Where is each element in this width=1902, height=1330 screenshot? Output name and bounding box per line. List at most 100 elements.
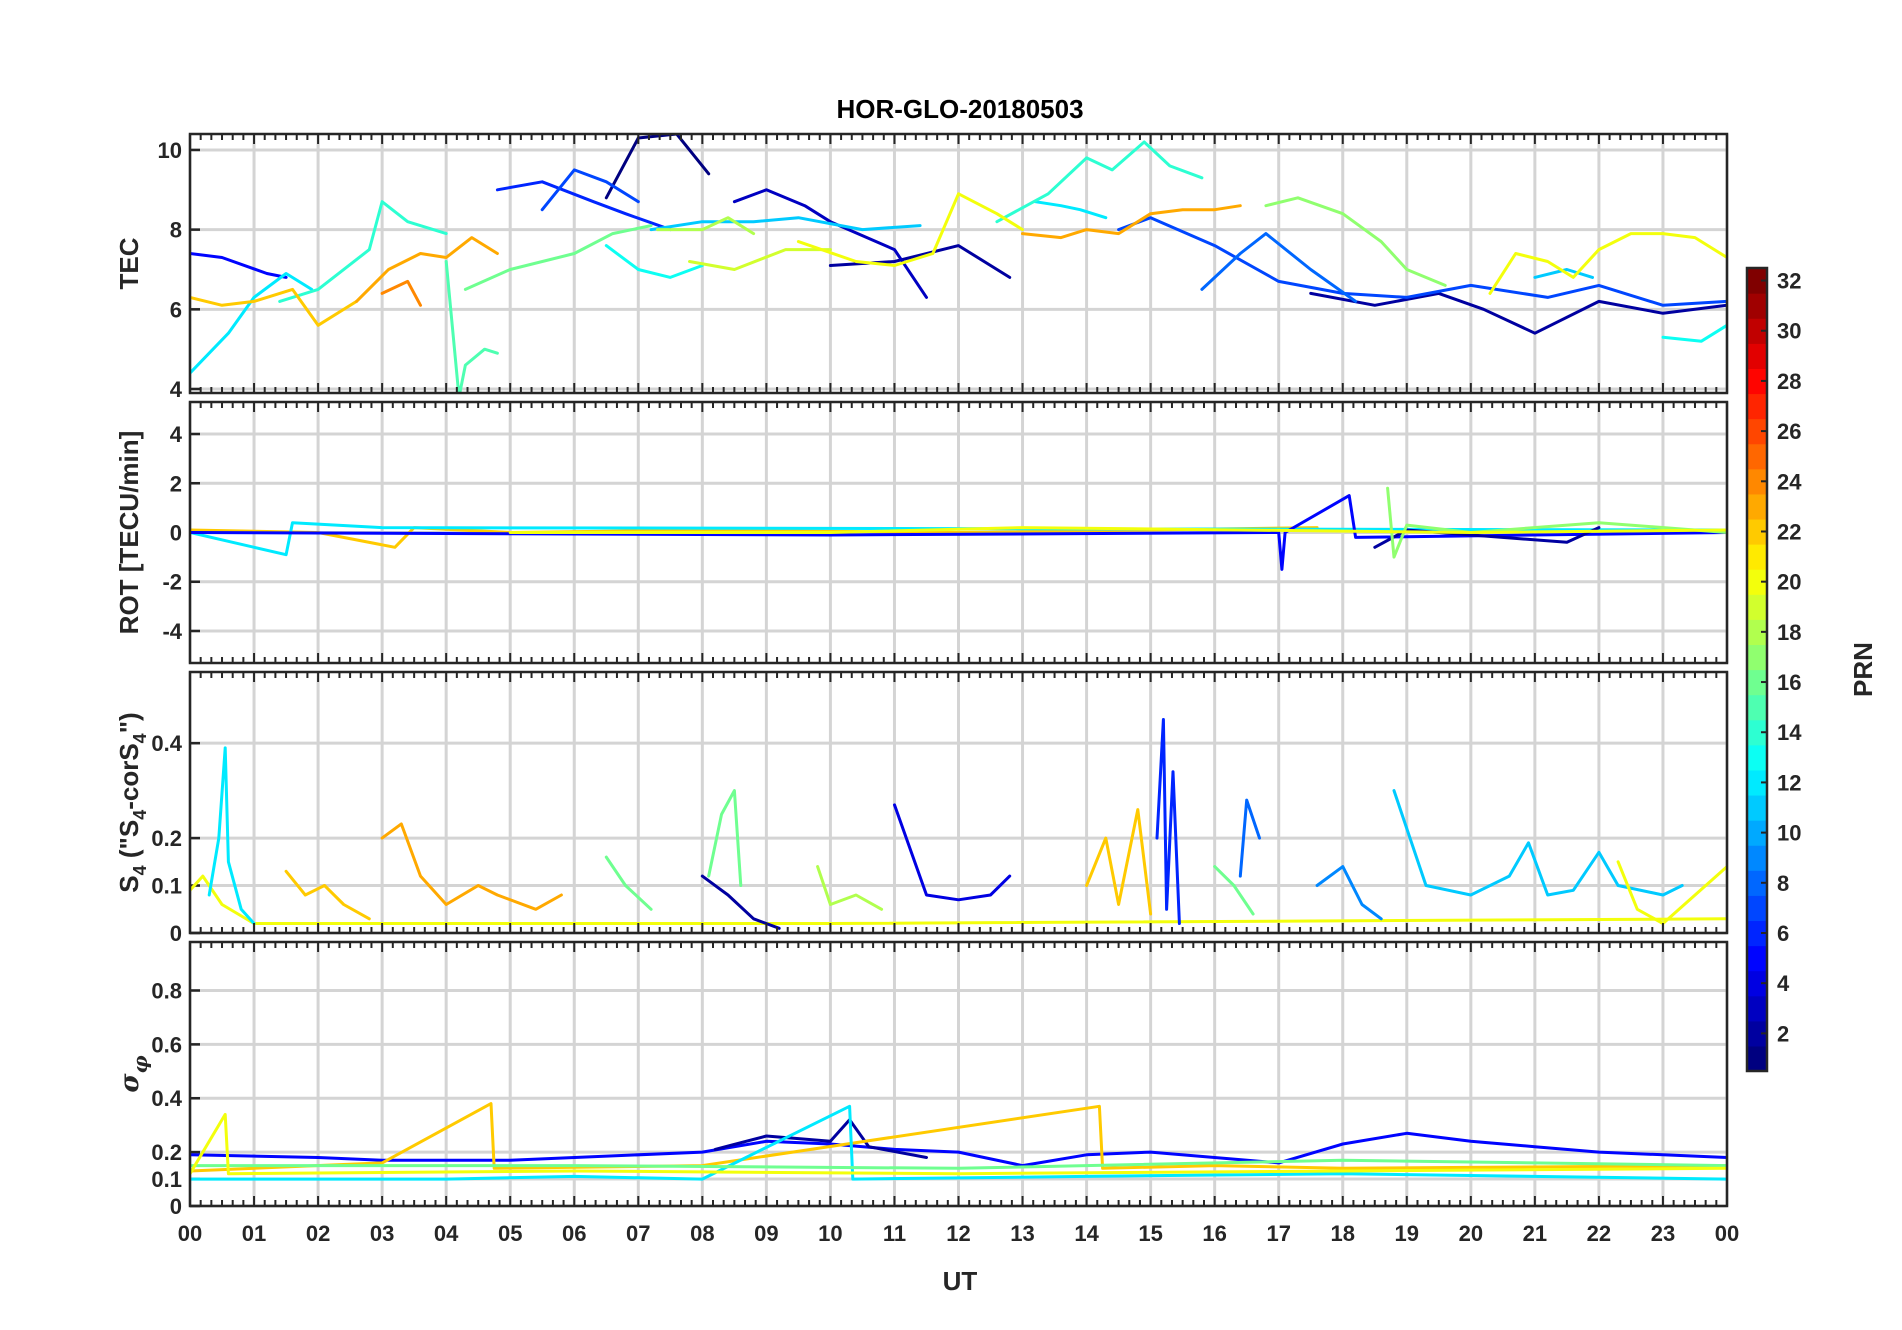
colorbar-swatch xyxy=(1747,820,1767,846)
tec-trace-prn-7 xyxy=(1117,216,1727,307)
colorbar-swatch xyxy=(1747,393,1767,420)
s4-trace-prn-22 xyxy=(284,869,371,921)
x-tick-label: 00 xyxy=(178,1221,202,1246)
s4-trace-prn-16 xyxy=(707,789,743,887)
colorbar-tick-label: 18 xyxy=(1777,620,1801,645)
s4-ytick-label: 0.2 xyxy=(151,826,182,851)
tec-ytick-label: 6 xyxy=(170,297,182,322)
colorbar-frame xyxy=(1745,266,1769,1073)
colorbar-swatch xyxy=(1747,544,1767,570)
tec-trace-prn-2 xyxy=(1309,291,1727,335)
tec-trace-prn-5 xyxy=(190,252,288,279)
rot-trace-prn-12 xyxy=(190,521,1727,557)
x-tick-label: 12 xyxy=(946,1221,970,1246)
x-tick-label: 18 xyxy=(1331,1221,1355,1246)
colorbar-tick-label: 12 xyxy=(1777,770,1801,795)
colorbar-swatch xyxy=(1747,794,1767,821)
tec-trace-prn-16 xyxy=(463,224,653,291)
sigma-trace-prn-2 xyxy=(713,1118,928,1159)
x-tick-label: 22 xyxy=(1587,1221,1611,1246)
sigma-trace-prn-22 xyxy=(190,1102,1727,1173)
rot-trace-prn-22 xyxy=(190,526,1319,549)
x-tick-label: 04 xyxy=(434,1221,459,1246)
colorbar-swatch xyxy=(1747,569,1767,595)
tec-ytick-label: 4 xyxy=(170,377,183,402)
tec-traces xyxy=(190,134,1727,393)
rot-frame xyxy=(188,400,1729,665)
tec-trace-prn-19 xyxy=(688,248,832,271)
x-tick-label: 16 xyxy=(1202,1221,1226,1246)
rot-traces xyxy=(190,486,1727,571)
tec-frame xyxy=(188,132,1729,395)
colorbar-tick-label: 10 xyxy=(1777,821,1801,846)
sigma-frame xyxy=(188,940,1729,1208)
colorbar-tick-label: 26 xyxy=(1777,419,1801,444)
sigma-trace-prn-20 xyxy=(190,1112,1727,1176)
tec-trace-prn-23 xyxy=(1021,204,1242,240)
x-tick-label: 09 xyxy=(754,1221,778,1246)
colorbar-swatch xyxy=(1747,895,1767,922)
colorbar-swatch xyxy=(1747,318,1767,344)
colorbar-swatch xyxy=(1747,945,1767,972)
x-tick-label: 17 xyxy=(1266,1221,1290,1246)
tec-trace-prn-13 xyxy=(604,244,704,279)
tec-ytick-label: 8 xyxy=(170,218,182,243)
colorbar-swatch xyxy=(1747,995,1767,1022)
panel-tec: 4 6 8 10 TEC xyxy=(114,132,1729,402)
x-tick-label: 20 xyxy=(1459,1221,1483,1246)
s4-ytick-label: 0.1 xyxy=(151,874,182,899)
sigma-ytick-label: 0.4 xyxy=(151,1086,182,1111)
tec-trace-prn-3 xyxy=(732,188,928,299)
s4-trace-prn-4 xyxy=(893,803,1012,902)
colorbar-tick-label: 2 xyxy=(1777,1021,1789,1046)
colorbar-swatch xyxy=(1747,368,1767,395)
colorbar-tick-label: 28 xyxy=(1777,369,1801,394)
x-tick-label: 21 xyxy=(1523,1221,1547,1246)
s4-y-axis-label: S4 ("S4-corS4") xyxy=(114,712,150,892)
tec-trace-prn-11 xyxy=(649,216,922,232)
colorbar-swatch xyxy=(1747,594,1767,620)
tec-trace-prn-14 xyxy=(278,200,448,303)
colorbar-tick-label: 20 xyxy=(1777,570,1801,595)
s4-trace-prn-11 xyxy=(1392,789,1684,897)
colorbar-tick-label: 24 xyxy=(1777,469,1802,494)
tec-trace-prn-1 xyxy=(604,134,711,200)
tec-trace-prn-22 xyxy=(190,287,358,327)
tec-trace-prn-20 xyxy=(1488,232,1727,295)
colorbar-swatch xyxy=(1747,870,1767,896)
x-tick-label: 10 xyxy=(818,1221,842,1246)
sigma-ytick-label: 0.2 xyxy=(151,1140,182,1165)
colorbar-swatch xyxy=(1747,744,1767,771)
colorbar-swatch xyxy=(1747,644,1767,671)
s4-traces xyxy=(190,718,1727,930)
panel-s4: 0 0.1 0.2 0.4S4 ("S4-corS4") xyxy=(114,670,1729,946)
s4-ytick-label: 0 xyxy=(170,921,182,946)
chart-title: HOR-GLO-20180503 xyxy=(836,94,1083,124)
colorbar-tick-label: 4 xyxy=(1777,971,1790,996)
colorbar-tick-label: 8 xyxy=(1777,871,1789,896)
tec-ytick-label: 10 xyxy=(158,138,182,163)
sigma-ytick-label: 0 xyxy=(170,1194,182,1219)
s4-trace-prn-20 xyxy=(1616,860,1727,925)
colorbar-tick-label: 30 xyxy=(1777,319,1801,344)
rot-y-axis-label: ROT [TECU/min] xyxy=(114,431,144,635)
sigma-traces xyxy=(190,1102,1727,1181)
sigma-y-axis-label: σφ xyxy=(115,1055,152,1092)
colorbar-swatch xyxy=(1747,769,1767,796)
colorbar-swatch xyxy=(1747,694,1767,721)
tec-y-axis-label: TEC xyxy=(114,237,144,289)
colorbar-swatch xyxy=(1747,518,1767,545)
colorbar-swatch xyxy=(1747,845,1767,871)
tec-trace-prn-11 xyxy=(1533,268,1594,279)
x-tick-label: 06 xyxy=(562,1221,586,1246)
sigma-trace-prn-12 xyxy=(190,1104,1727,1181)
colorbar-tick-label: 22 xyxy=(1777,519,1801,544)
colorbar-swatch xyxy=(1747,970,1767,997)
x-tick-label: 07 xyxy=(626,1221,650,1246)
colorbar-swatch xyxy=(1747,920,1767,947)
tec-trace-prn-12 xyxy=(1033,200,1108,220)
s4-trace-prn-16 xyxy=(1213,865,1255,916)
sigma-trace-prn-16 xyxy=(190,1158,1727,1170)
